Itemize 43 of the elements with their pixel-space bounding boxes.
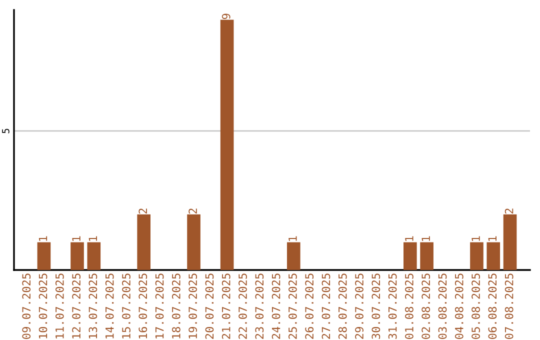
data-label: 1 [72,236,80,241]
x-tick-label: 01.08.2025 [405,274,414,339]
x-tick-label: 19.07.2025 [188,274,198,338]
x-tick-label: 21.07.2025 [222,274,230,339]
x-tick-label: 31.07.2025 [388,274,397,339]
x-tick-label: 23.07.2025 [255,274,264,339]
x-tick-label: 18.07.2025 [172,274,180,338]
x-tick-label: 14.07.2025 [105,274,114,338]
data-label: 1 [88,236,97,241]
x-tick-label: 05.08.2025 [472,274,480,339]
x-tick-label: 15.07.2025 [122,274,130,338]
y-tick-label: 5 [2,128,10,134]
x-tick-label: 11.07.2025 [55,274,64,338]
x-tick-label: 26.07.2025 [305,274,314,339]
x-tick-label: 17.07.2025 [155,274,164,338]
x-tick-label: 06.08.2025 [488,274,497,339]
data-label: 1 [288,236,297,241]
data-label: 1 [405,236,414,241]
x-tick-label: 30.07.2025 [372,274,380,339]
data-label: 2 [188,208,197,214]
data-label: 1 [472,236,480,241]
x-tick-label: 28.07.2025 [338,274,347,339]
x-tick-label: 12.07.2025 [72,274,81,338]
x-tick-label: 07.08.2025 [504,274,514,339]
x-tick-label: 27.07.2025 [322,274,330,339]
x-tick-label: 09.07.2025 [22,274,31,339]
x-tick-label: 22.07.2025 [238,274,247,339]
x-tick-label: 16.07.2025 [138,274,148,338]
data-label: 1 [488,236,496,241]
data-label: 9 [222,14,230,20]
x-tick-label: 20.07.2025 [205,274,214,339]
x-tick-label: 24.07.2025 [272,274,280,339]
data-label: 2 [138,208,147,214]
data-label: 2 [504,208,514,214]
x-tick-label: 25.07.2025 [288,274,297,339]
data-label: 1 [422,236,430,241]
data-label: 1 [38,236,48,241]
x-tick-label: 29.07.2025 [355,274,364,339]
x-tick-label: 04.08.2025 [454,274,464,339]
x-tick-label: 02.08.2025 [422,274,430,339]
x-tick-label: 03.08.2025 [438,274,447,339]
x-tick-label: 13.07.2025 [88,274,98,338]
x-tick-label: 10.07.2025 [38,274,48,338]
